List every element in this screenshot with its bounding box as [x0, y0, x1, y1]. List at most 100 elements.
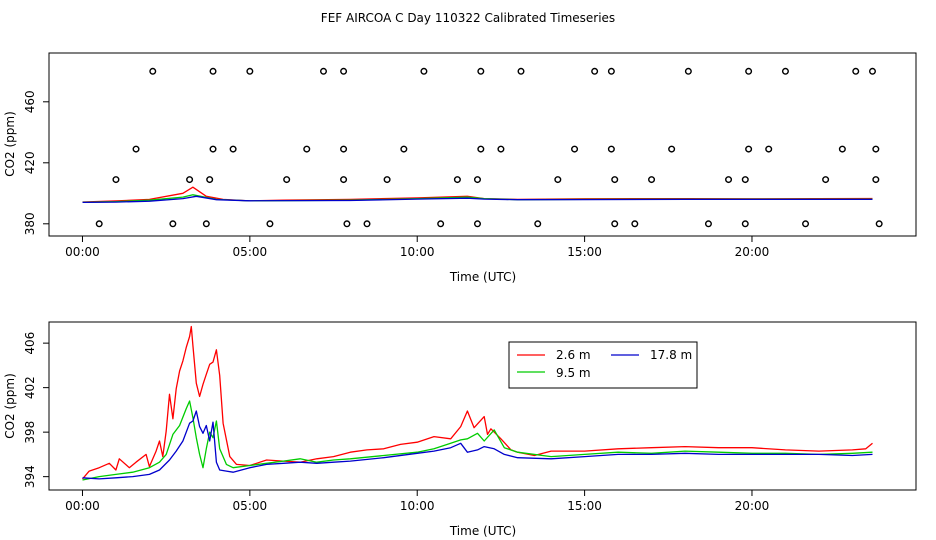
marker-point — [473, 220, 481, 228]
series-line-9-5-m — [82, 400, 873, 481]
x-tick-label: 10:00 — [400, 499, 435, 513]
marker-point — [209, 67, 217, 75]
panel-1-frame — [48, 52, 917, 237]
marker-point — [765, 145, 773, 153]
y-tick-label: 398 — [23, 421, 37, 444]
marker-point — [591, 67, 599, 75]
marker-point — [340, 145, 348, 153]
marker-point — [400, 145, 408, 153]
marker-point — [340, 67, 348, 75]
marker-point — [229, 145, 237, 153]
marker-point — [872, 145, 880, 153]
marker-point — [745, 145, 753, 153]
marker-point — [246, 67, 254, 75]
x-tick-label: 05:00 — [233, 245, 268, 259]
panel-2-y-axis: 394 398 402 406 — [23, 332, 49, 488]
panel-1-series — [82, 186, 873, 204]
panel-1-y-label: CO2 (ppm) — [3, 111, 17, 177]
marker-point — [497, 145, 505, 153]
marker-point — [745, 67, 753, 75]
legend: 2.6 m 17.8 m 9.5 m — [508, 341, 698, 389]
marker-point — [169, 220, 177, 228]
marker-point — [607, 67, 615, 75]
x-tick-label: 00:00 — [65, 245, 100, 259]
marker-point — [266, 220, 274, 228]
marker-point — [303, 145, 311, 153]
marker-point — [363, 220, 371, 228]
marker-point — [822, 176, 830, 184]
marker-point — [838, 145, 846, 153]
y-tick-label: 394 — [23, 465, 37, 488]
panel-1: 00:00 05:00 10:00 15:00 20:00 380 420 460 Time… — [3, 52, 917, 284]
panel-2-frame — [48, 321, 917, 491]
marker-point — [283, 176, 291, 184]
panel-2-x-label: Time (UTC) — [449, 524, 516, 538]
marker-point — [571, 145, 579, 153]
x-tick-label: 20:00 — [735, 245, 770, 259]
marker-point — [340, 176, 348, 184]
x-tick-label: 05:00 — [233, 499, 268, 513]
marker-point — [684, 67, 692, 75]
marker-point — [648, 176, 656, 184]
marker-point — [477, 145, 485, 153]
y-tick-label: 406 — [23, 332, 37, 355]
x-tick-label: 15:00 — [567, 245, 602, 259]
marker-point — [852, 67, 860, 75]
marker-point — [206, 176, 214, 184]
panel-2: 00:00 05:00 10:00 15:00 20:00 394 398 402 406 T… — [3, 321, 917, 538]
marker-point — [725, 176, 733, 184]
marker-point — [343, 220, 351, 228]
marker-point — [741, 176, 749, 184]
y-tick-label: 460 — [23, 90, 37, 113]
marker-point — [534, 220, 542, 228]
marker-point — [132, 145, 140, 153]
x-tick-label: 15:00 — [567, 499, 602, 513]
legend-box — [508, 341, 698, 389]
marker-point — [112, 176, 120, 184]
marker-point — [209, 145, 217, 153]
marker-point — [781, 67, 789, 75]
series-line-17-8-m — [82, 195, 873, 204]
marker-point — [437, 220, 445, 228]
marker-point — [319, 67, 327, 75]
marker-point — [517, 67, 525, 75]
panel-2-x-axis: 00:00 05:00 10:00 15:00 20:00 — [65, 490, 769, 513]
marker-point — [186, 176, 194, 184]
marker-point — [383, 176, 391, 184]
marker-point — [802, 220, 810, 228]
legend-label-9-5m: 9.5 m — [556, 366, 591, 380]
panel-2-series — [82, 325, 873, 481]
marker-point — [95, 220, 103, 228]
marker-point — [554, 176, 562, 184]
series-line-2-6-m — [82, 325, 873, 480]
panel-1-x-label: Time (UTC) — [449, 270, 516, 284]
marker-point — [477, 67, 485, 75]
legend-label-17-8m: 17.8 m — [650, 348, 692, 362]
marker-point — [607, 145, 615, 153]
y-tick-label: 420 — [23, 151, 37, 174]
series-line-17-8-m — [82, 410, 873, 480]
x-tick-label: 20:00 — [735, 499, 770, 513]
marker-point — [631, 220, 639, 228]
figure-title: FEF AIRCOA C Day 110322 Calibrated Times… — [321, 11, 615, 25]
panel-1-y-axis: 380 420 460 — [23, 90, 49, 235]
panel-2-y-label: CO2 (ppm) — [3, 373, 17, 439]
marker-point — [875, 220, 883, 228]
x-tick-label: 10:00 — [400, 245, 435, 259]
panel-1-markers — [95, 67, 883, 228]
marker-point — [611, 220, 619, 228]
x-tick-label: 00:00 — [65, 499, 100, 513]
marker-point — [453, 176, 461, 184]
marker-point — [149, 67, 157, 75]
marker-point — [202, 220, 210, 228]
y-tick-label: 402 — [23, 376, 37, 399]
marker-point — [741, 220, 749, 228]
marker-point — [872, 176, 880, 184]
marker-point — [611, 176, 619, 184]
marker-point — [668, 145, 676, 153]
marker-point — [420, 67, 428, 75]
marker-point — [868, 67, 876, 75]
legend-label-2-6m: 2.6 m — [556, 348, 591, 362]
y-tick-label: 380 — [23, 212, 37, 235]
